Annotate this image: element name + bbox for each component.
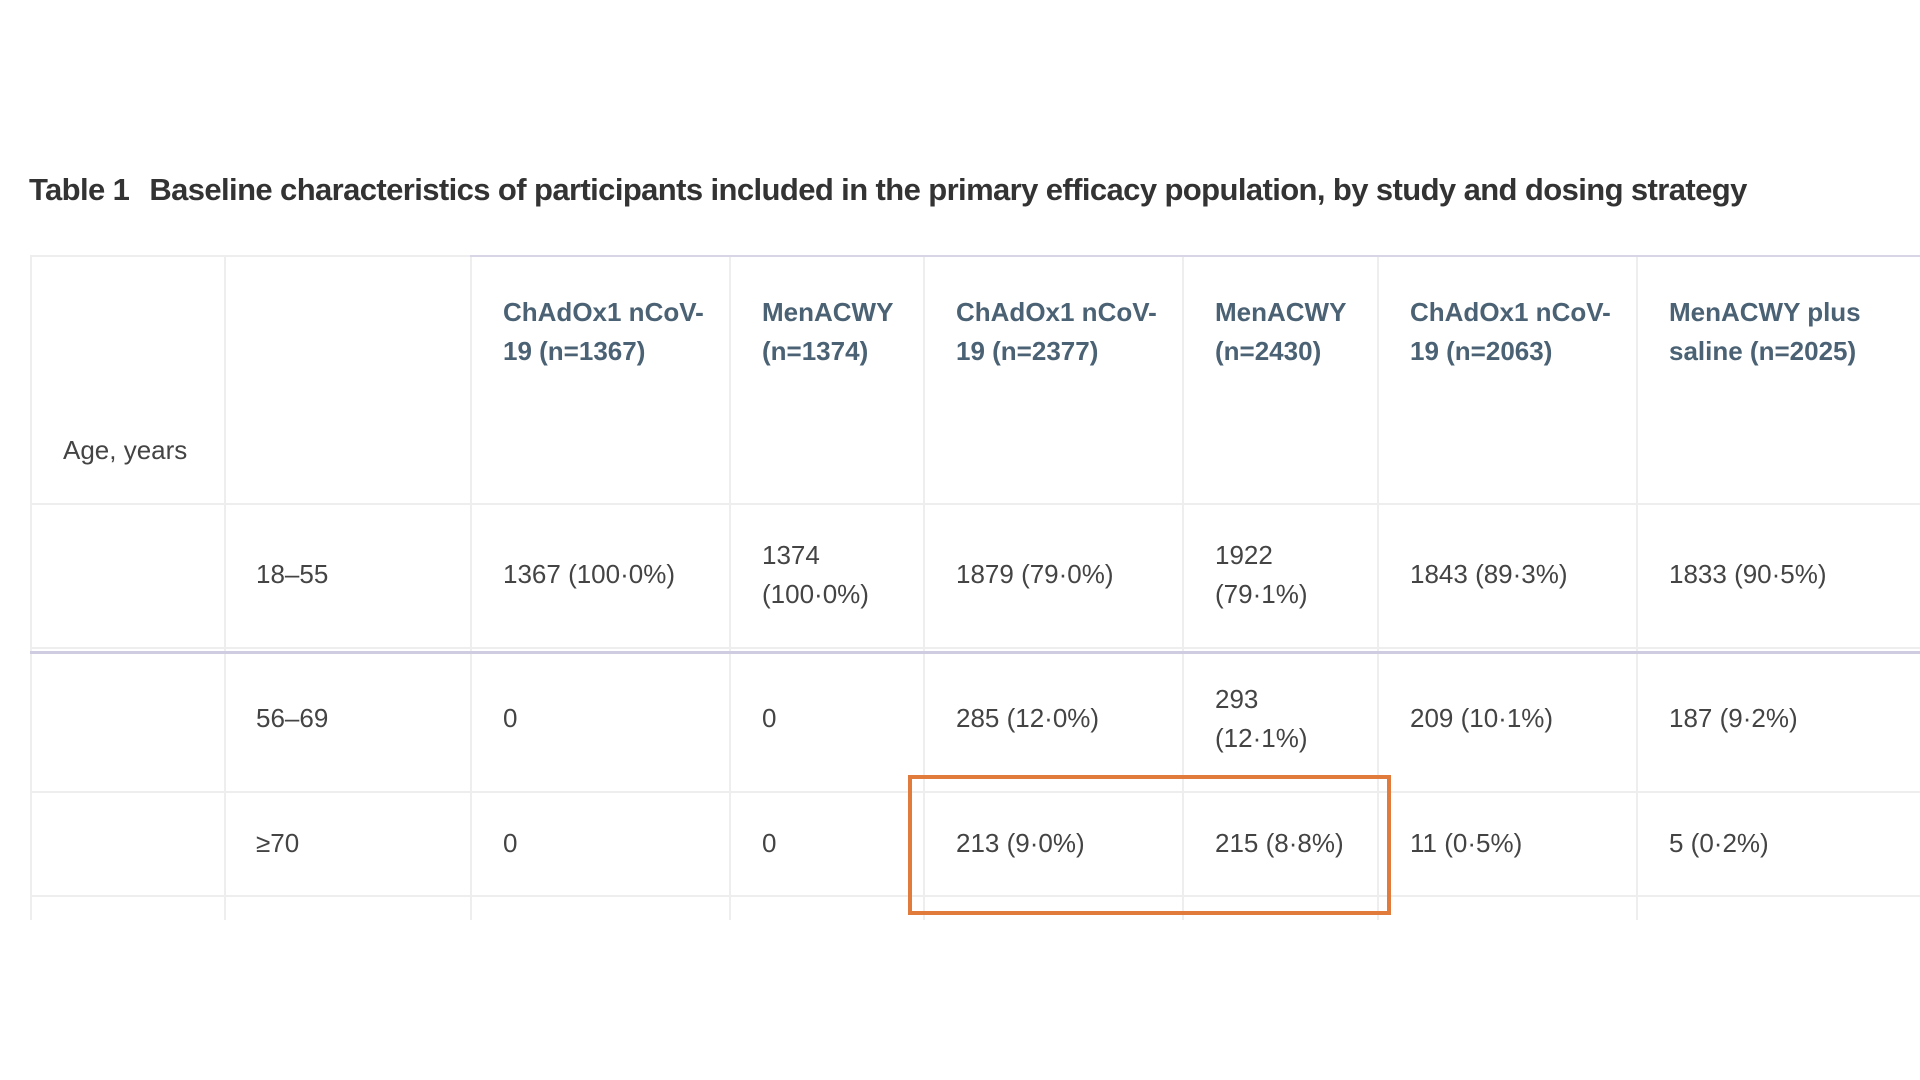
column-header-line: ChAdOx1 nCoV- <box>503 297 704 327</box>
column-header: MenACWY plus saline (n=2025) <box>1669 293 1861 371</box>
row-label: ≥70 <box>256 828 300 858</box>
column-header-line: MenACWY <box>1215 297 1347 327</box>
table-cell: 1833 (90·5%) <box>1669 559 1827 589</box>
table-cell: 0 <box>503 828 518 858</box>
row-divider <box>30 255 470 257</box>
column-divider <box>729 255 731 920</box>
table-cell: 285 (12·0%) <box>956 703 1100 733</box>
table-cell-line: (12·1%) <box>1215 723 1308 753</box>
table-caption: Baseline characteristics of participants… <box>149 172 1747 207</box>
column-header: MenACWY (n=2430) <box>1215 293 1346 371</box>
column-divider <box>923 255 925 920</box>
column-divider <box>470 255 472 920</box>
column-header: ChAdOx1 nCoV- 19 (n=1367) <box>503 293 704 371</box>
table-cell: 215 (8·8%) <box>1215 828 1344 858</box>
row-divider <box>30 647 1920 649</box>
table-cell: 0 <box>503 703 518 733</box>
table-cell: 1367 (100·0%) <box>503 559 675 589</box>
table-cell: 213 (9·0%) <box>956 828 1085 858</box>
table-cell: 11 (0·5%) <box>1410 828 1523 858</box>
column-header-line: ChAdOx1 nCoV- <box>956 297 1157 327</box>
table-cell: 293 (12·1%) <box>1215 680 1307 758</box>
table-cell-line: (79·1%) <box>1215 579 1308 609</box>
table-number: Table 1 <box>29 172 130 207</box>
table-left-border <box>30 255 32 920</box>
table-cell-line: 1374 <box>762 540 820 570</box>
column-header-line: 19 (n=2377) <box>956 336 1099 366</box>
column-header-line: (n=1374) <box>762 336 869 366</box>
column-divider <box>224 255 226 920</box>
table-cell: 209 (10·1%) <box>1410 703 1554 733</box>
row-divider <box>30 895 1920 897</box>
column-header-line: MenACWY plus <box>1669 297 1861 327</box>
column-header-line: ChAdOx1 nCoV- <box>1410 297 1611 327</box>
header-bottom-rule <box>30 651 1920 654</box>
row-label: 56–69 <box>256 703 329 733</box>
column-header-line: 19 (n=1367) <box>503 336 646 366</box>
table-cell: 1374 (100·0%) <box>762 536 869 614</box>
table-cell-line: (100·0%) <box>762 579 869 609</box>
column-divider <box>1377 255 1379 920</box>
row-divider <box>30 791 1920 793</box>
column-header-line: saline (n=2025) <box>1669 336 1857 366</box>
table-cell: 1922 (79·1%) <box>1215 536 1307 614</box>
column-header-line: 19 (n=2063) <box>1410 336 1553 366</box>
column-header-line: MenACWY <box>762 297 894 327</box>
column-divider <box>1182 255 1184 920</box>
column-header-line: (n=2430) <box>1215 336 1322 366</box>
row-divider <box>30 503 1920 505</box>
table-cell-line: 1922 <box>1215 540 1273 570</box>
table-cell: 0 <box>762 703 777 733</box>
data-table: ChAdOx1 nCoV- 19 (n=1367) MenACWY (n=137… <box>30 255 1920 920</box>
table-cell: 5 (0·2%) <box>1669 828 1769 858</box>
column-header: ChAdOx1 nCoV- 19 (n=2377) <box>956 293 1157 371</box>
table-cell: 0 <box>762 828 777 858</box>
column-divider <box>1636 255 1638 920</box>
table-cell: 187 (9·2%) <box>1669 703 1798 733</box>
table-title: Table 1 Baseline characteristics of parti… <box>29 172 1747 208</box>
column-header: MenACWY (n=1374) <box>762 293 893 371</box>
table-cell: 1879 (79·0%) <box>956 559 1114 589</box>
table-cell: 1843 (89·3%) <box>1410 559 1568 589</box>
table-cell-line: 293 <box>1215 684 1259 714</box>
header-top-rule <box>470 255 1920 257</box>
highlight-box <box>908 775 1391 915</box>
row-label: 18–55 <box>256 559 329 589</box>
section-label: Age, years <box>63 435 188 465</box>
column-header: ChAdOx1 nCoV- 19 (n=2063) <box>1410 293 1611 371</box>
